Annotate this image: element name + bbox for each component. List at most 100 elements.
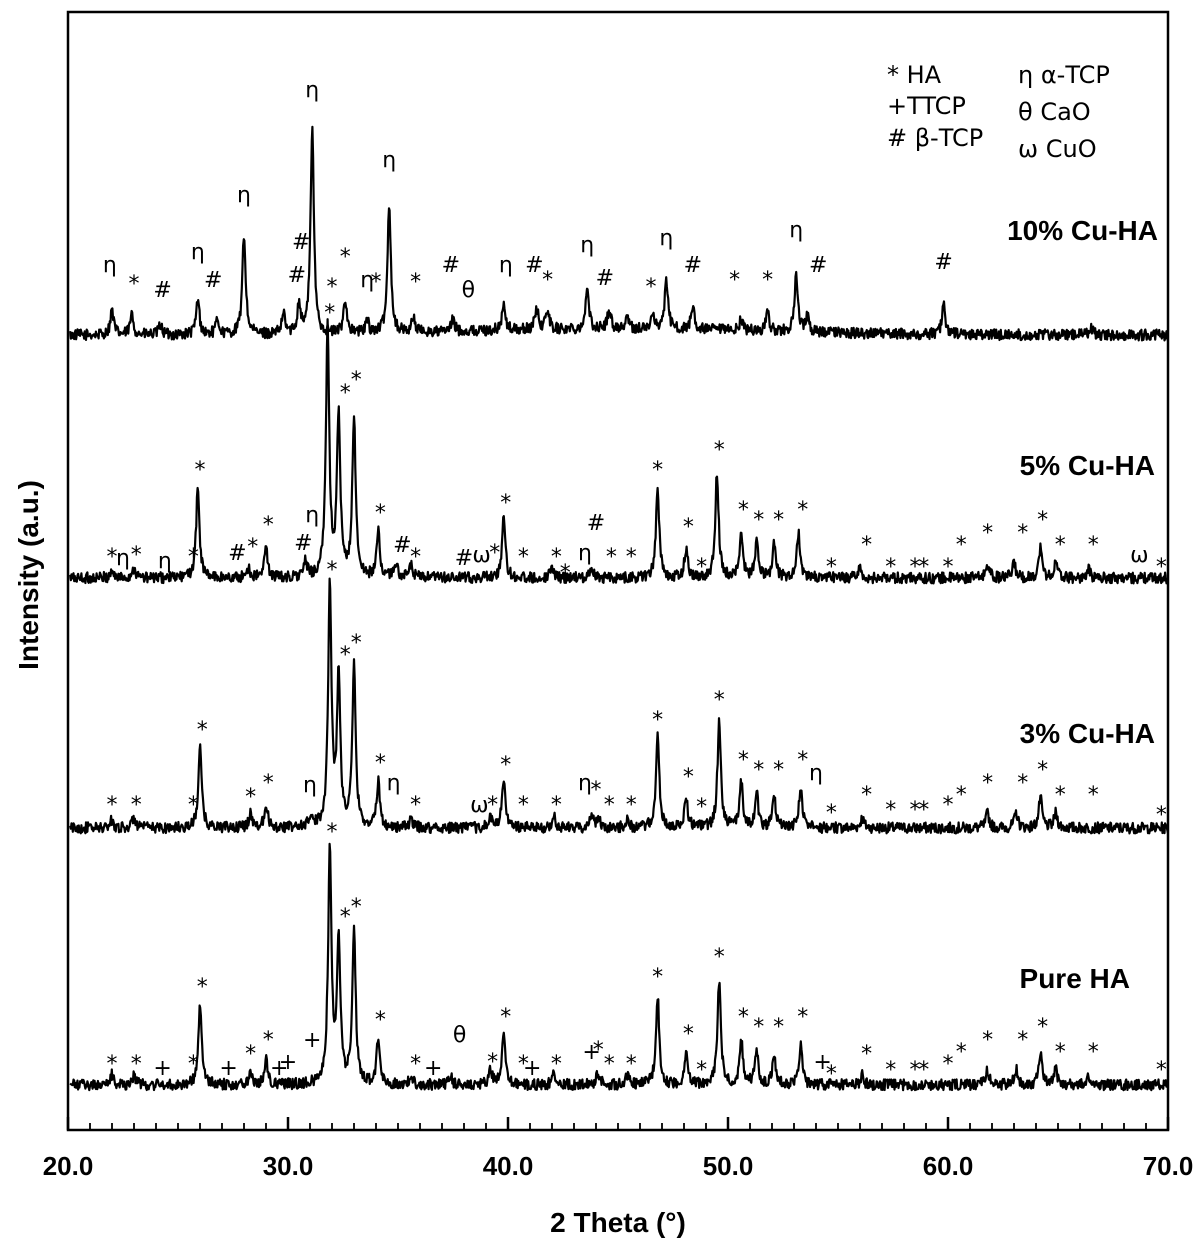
phase-marker: * [729,268,740,293]
phase-marker: + [303,1028,321,1053]
phase-marker: * [1037,1015,1048,1040]
phase-marker: * [626,793,637,818]
phase-marker: * [324,301,335,326]
phase-marker: * [410,793,421,818]
phase-marker: * [982,521,993,546]
phase-marker: # [288,263,306,288]
series-labels: 10% Cu-HA 5% Cu-HA 3% Cu-HA Pure HA [1007,215,1158,994]
series-line [69,318,1169,585]
x-tick-label: 30.0 [263,1151,314,1181]
phase-marker: + [153,1056,171,1081]
phase-marker: * [652,708,663,733]
phase-marker: * [131,1052,142,1077]
phase-marker: * [918,555,929,580]
phase-marker: * [943,793,954,818]
phase-marker: ω [1130,543,1148,568]
phase-marker: η [305,503,319,528]
phase-marker: * [773,1015,784,1040]
series-line [69,577,1169,835]
phase-marker: * [918,1058,929,1083]
phase-marker: * [487,793,498,818]
phase-marker: * [107,545,118,570]
phase-marker: * [518,545,529,570]
phase-marker: # [204,268,222,293]
phase-markers: η* #η#η##η**η*η*#θη #*η# *η#* *η# #*η * η **# **#… [103,78,1167,1087]
phase-marker: * [1055,783,1066,808]
phase-marker: # [684,253,702,278]
phase-marker: + [279,1050,297,1075]
legend: * HA +TTCP # β-TCP η α-TCP θ CaO ω CuO [887,61,1110,163]
phase-marker: * [652,965,663,990]
phase-marker: * [410,1052,421,1077]
phase-marker: * [797,1005,808,1030]
phase-marker: * [245,785,256,810]
phase-marker: # [294,531,312,556]
phase-marker: + [424,1056,442,1081]
phase-marker: + [523,1056,541,1081]
x-tick-label: 60.0 [923,1151,974,1181]
phase-marker: * [956,783,967,808]
phase-marker: * [885,1058,896,1083]
phase-marker: * [245,1042,256,1067]
phase-marker: + [270,1056,288,1081]
phase-marker: * [797,748,808,773]
phase-marker: * [826,1062,837,1087]
phase-marker: η [191,240,205,265]
phase-marker: * [885,798,896,823]
phase-marker: * [696,1058,707,1083]
phase-marker: * [956,533,967,558]
phase-marker: # [393,533,411,558]
phase-marker: * [129,272,140,297]
phase-marker: * [197,975,208,1000]
phase-marker: * [551,793,562,818]
phase-marker: η [158,549,172,574]
x-tick-label: 20.0 [43,1151,94,1181]
phase-marker: * [340,381,351,406]
phase-marker: η [382,148,396,173]
phase-marker: * [714,688,725,713]
phase-marker: * [371,270,382,295]
phase-marker: * [861,533,872,558]
legend-item-ttcp: +TTCP [887,92,966,120]
phase-marker: * [943,1052,954,1077]
phase-marker: * [683,1022,694,1047]
phase-marker: * [263,1028,274,1053]
phase-marker: * [1088,1040,1099,1065]
phase-marker: * [861,783,872,808]
phase-marker: η [789,218,803,243]
phase-marker: # [934,250,952,275]
phase-marker: η [303,773,317,798]
series-label: 5% Cu-HA [1020,450,1155,481]
phase-marker: * [683,765,694,790]
legend-item-beta-tcp: # β-TCP [887,124,983,152]
phase-marker: * [626,545,637,570]
phase-marker: * [542,268,553,293]
phase-marker: * [696,795,707,820]
phase-marker: * [1055,1040,1066,1065]
phase-marker: * [131,793,142,818]
phase-marker: η [499,253,513,278]
phase-marker: * [956,1040,967,1065]
phase-marker: * [982,1028,993,1053]
phase-marker: * [982,771,993,796]
phase-marker: * [773,508,784,533]
phase-marker: * [797,498,808,523]
phase-marker: * [738,748,749,773]
phase-marker: * [1088,783,1099,808]
phase-marker: * [487,1050,498,1075]
phase-marker: * [1037,508,1048,533]
x-tick-label: 50.0 [703,1151,754,1181]
phase-marker: * [826,801,837,826]
phase-marker: * [1088,533,1099,558]
phase-marker: * [107,793,118,818]
phase-marker: * [1055,533,1066,558]
phase-marker: * [652,458,663,483]
phase-marker: * [1037,758,1048,783]
series-lines [69,125,1169,1092]
phase-marker: # [442,253,460,278]
phase-marker: ω [470,793,488,818]
phase-marker: * [1017,521,1028,546]
phase-marker: * [340,245,351,270]
phase-marker: * [107,1052,118,1077]
